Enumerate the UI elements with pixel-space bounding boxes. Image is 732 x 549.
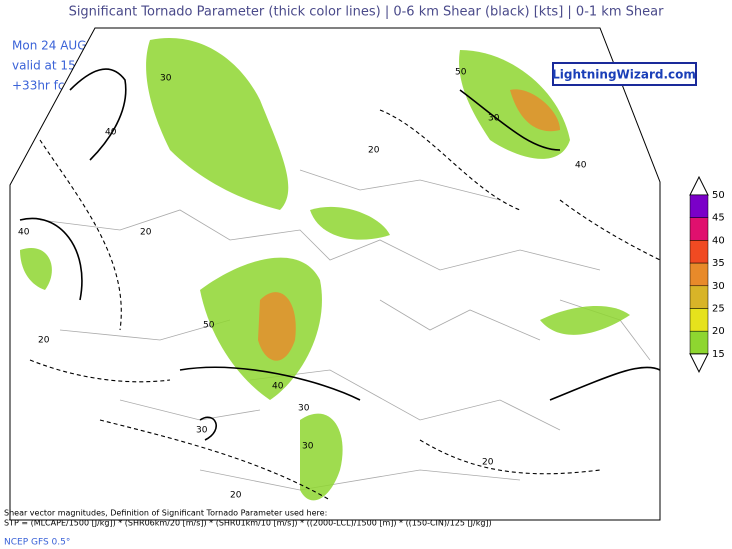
legend-swatch (689, 262, 709, 287)
valid-label: valid at 15Z (12, 59, 84, 73)
legend-label: 15 (712, 349, 725, 360)
map-title: Significant Tornado Parameter (thick col… (69, 5, 665, 20)
legend-swatch (689, 217, 709, 241)
legend-cap (689, 353, 709, 374)
legend-label: 50 (712, 190, 725, 201)
brand-label: LightningWizard.com (552, 68, 696, 82)
forecast-label: +33hr fcst (12, 79, 76, 93)
contour-label: 30 (488, 114, 500, 124)
contour-label: 30 (196, 426, 208, 436)
contour-label: 20 (368, 146, 380, 156)
source-label: NCEP GFS 0.5° (4, 538, 70, 548)
contour-label: 40 (272, 382, 284, 392)
contour-label: 30 (298, 404, 310, 414)
contour-label: 50 (203, 321, 215, 331)
contour-label: 40 (18, 228, 30, 238)
legend-swatch (689, 308, 709, 332)
legend-label: 45 (712, 213, 725, 224)
map-area: 40 30 40 20 20 50 30 20 40 30 20 30 50 4… (9, 27, 661, 521)
legend-label: 40 (712, 235, 725, 246)
legend-label: 20 (712, 326, 725, 337)
color-legend: 50 45 40 35 30 25 20 15 (689, 175, 725, 374)
legend-label: 30 (712, 281, 725, 292)
legend-swatch (689, 240, 709, 264)
contour-label: 20 (140, 228, 152, 238)
legend-swatch (689, 330, 709, 355)
contour-label: 30 (302, 442, 314, 452)
legend-swatch (689, 285, 709, 309)
contour-label: 30 (160, 74, 172, 84)
legend-swatch (689, 194, 709, 218)
brand-box (552, 62, 697, 86)
contour-label: 40 (575, 161, 587, 171)
footer-line: Shear vector magnitudes, Definition of S… (4, 509, 327, 518)
contour-label: 40 (105, 128, 117, 138)
legend-label: 25 (712, 304, 725, 315)
legend-label: 35 (712, 258, 725, 269)
contour-label: 20 (482, 458, 494, 468)
contour-label: 20 (38, 336, 50, 346)
footer-line: STP = (MLCAPE/1500 [J/kg]) * (SHR06km/20… (4, 519, 492, 528)
contour-label: 20 (230, 491, 242, 501)
contour-label: 50 (455, 68, 467, 78)
legend-cap (689, 175, 709, 196)
